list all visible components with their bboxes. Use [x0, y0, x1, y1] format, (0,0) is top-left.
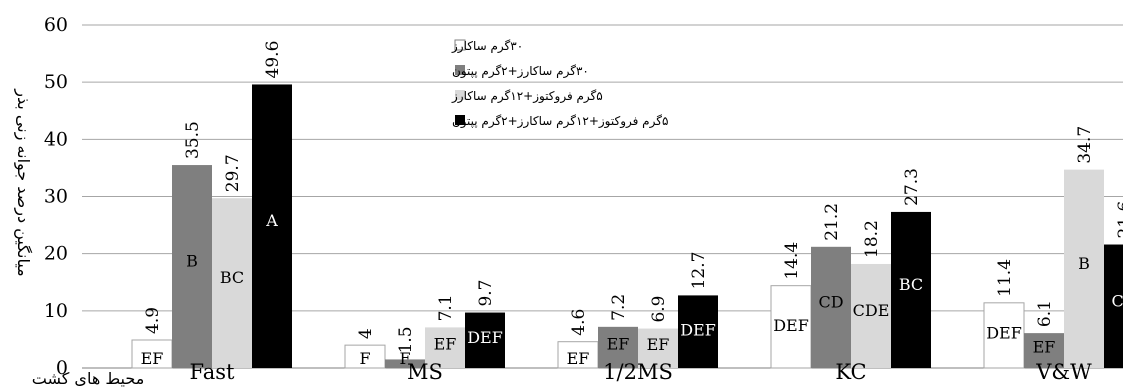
group-label: A — [265, 211, 278, 230]
value-label: 7.1 — [436, 294, 456, 321]
category-label: V&W — [1035, 360, 1092, 384]
group-label: DEF — [680, 320, 716, 339]
bar — [465, 312, 505, 368]
bar — [252, 84, 292, 368]
y-tick-label: 20 — [44, 243, 68, 265]
value-label: 4.9 — [143, 307, 163, 334]
bar — [638, 328, 678, 368]
y-tick-label: 30 — [44, 186, 68, 208]
legend-label: ۳۰گرم ساکارز — [451, 39, 523, 54]
value-label: 49.6 — [263, 41, 283, 79]
group-label: BC — [899, 275, 923, 294]
value-label: 7.2 — [609, 294, 629, 321]
value-labels: 4.9EF35.5B29.7BC49.6A4F1.5F7.1EF9.7DEF4.… — [141, 41, 1123, 368]
value-label: 9.7 — [476, 280, 496, 307]
y-tick-label: 60 — [44, 14, 68, 36]
y-tick-label: 50 — [44, 71, 68, 93]
legend: ۳۰گرم ساکارز ۳۰گرم ساکارز+۲گرم پپتون ۵گرم … — [451, 39, 668, 129]
y-tick-label: 10 — [44, 300, 68, 322]
group-label: EF — [434, 335, 457, 354]
group-label: BC — [220, 268, 244, 287]
bar — [770, 285, 812, 369]
value-label: 21.2 — [822, 203, 842, 241]
value-label: 12.7 — [689, 252, 709, 290]
value-label: 18.2 — [862, 220, 882, 258]
value-label: 14.4 — [782, 242, 802, 280]
y-axis-label: میانگین درصد جوانه زنی بذر — [13, 88, 33, 276]
group-label: DEF — [773, 316, 809, 335]
group-label: CD — [818, 292, 843, 311]
bar — [425, 327, 465, 368]
legend-swatch — [455, 115, 465, 125]
bar — [385, 359, 425, 368]
category-labels: Fast MS 1/2MS KC V&W — [190, 360, 1093, 384]
bar — [598, 326, 638, 368]
bar — [1104, 244, 1123, 368]
value-label: 34.7 — [1075, 126, 1095, 164]
y-axis-ticks: 0 10 20 30 40 50 60 — [44, 14, 68, 379]
legend-label: ۵گرم فروکتوز+۱۲گرم ساکارز+۲گرم پپتون — [452, 114, 668, 129]
group-label: EF — [647, 335, 670, 354]
group-label: DEF — [467, 328, 503, 347]
value-label: 27.3 — [902, 168, 922, 206]
category-label: KC — [835, 360, 866, 384]
value-label: 35.5 — [183, 121, 203, 159]
group-label: EF — [607, 334, 630, 353]
y-tick-label: 40 — [44, 128, 68, 150]
group-label: F — [399, 349, 410, 368]
bar — [172, 165, 212, 368]
group-label: EF — [567, 349, 590, 368]
bar — [1024, 333, 1064, 368]
legend-swatch — [455, 90, 465, 100]
value-label: 6.1 — [1035, 300, 1055, 327]
group-label: B — [186, 252, 198, 271]
x-axis-label: محیط های کشت — [32, 369, 145, 387]
legend-swatch — [454, 39, 466, 51]
bar — [1064, 169, 1104, 368]
value-label: 4 — [356, 328, 376, 339]
bar — [678, 295, 718, 368]
y-tick-label: 0 — [56, 357, 68, 379]
legend-label: ۳۰گرم ساکارز+۲گرم پپتون — [452, 64, 589, 79]
value-label: 21.6 — [1115, 201, 1123, 239]
bar — [212, 198, 252, 368]
legend-label: ۵گرم فروکتوز+۱۲گرم ساکارز — [451, 89, 603, 104]
legend-swatch — [455, 65, 465, 75]
bar — [811, 246, 851, 368]
group-label: DEF — [986, 324, 1022, 343]
group-label: CD — [1111, 291, 1123, 310]
bar — [983, 302, 1025, 369]
category-label: MS — [407, 360, 443, 384]
bar — [851, 263, 891, 368]
category-label: Fast — [190, 360, 235, 384]
category-label: 1/2MS — [603, 360, 673, 384]
bar — [891, 211, 931, 368]
bar — [131, 339, 173, 369]
bar — [344, 344, 386, 369]
bars — [131, 84, 1123, 369]
value-label: 29.7 — [223, 154, 243, 192]
value-label: 11.4 — [995, 259, 1015, 297]
value-label: 6.9 — [649, 296, 669, 323]
group-label: CDE — [853, 301, 890, 320]
group-label: EF — [1033, 337, 1056, 356]
group-label: EF — [141, 349, 164, 368]
group-label: F — [359, 349, 370, 368]
group-label: B — [1078, 254, 1090, 273]
value-label: 1.5 — [396, 326, 416, 353]
value-label: 4.6 — [569, 309, 589, 336]
